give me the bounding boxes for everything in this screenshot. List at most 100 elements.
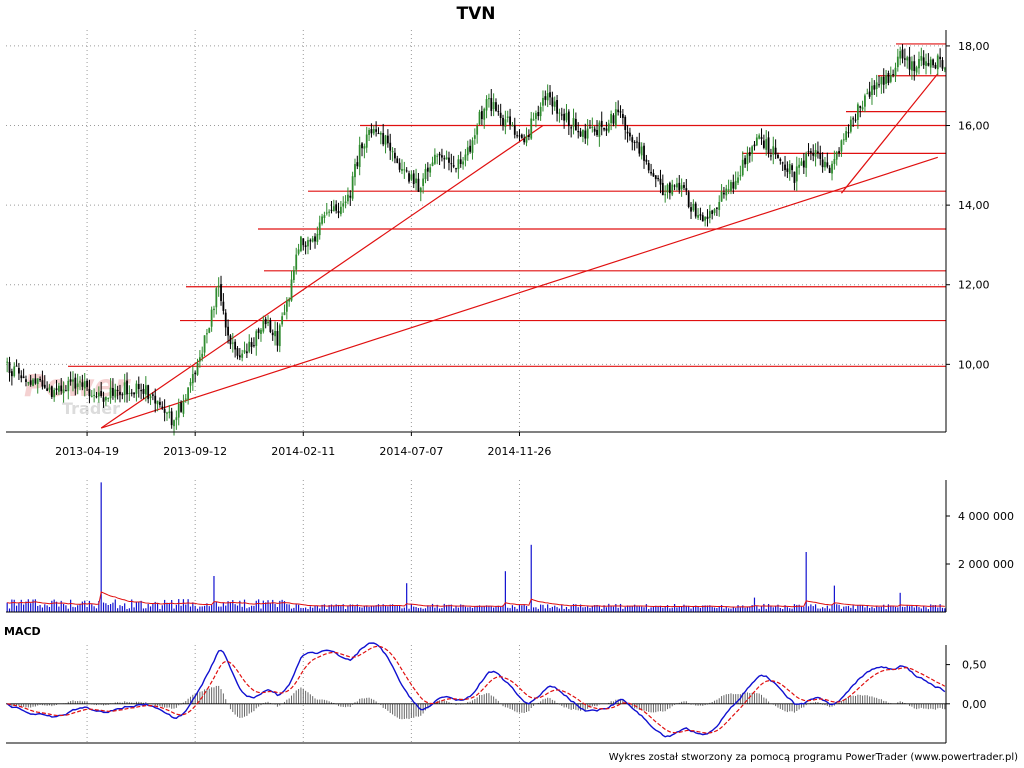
candle-body [396, 158, 399, 163]
candle-body [426, 167, 429, 172]
candle-body [556, 99, 558, 114]
candle-body [666, 184, 669, 193]
candle-body [861, 107, 864, 110]
candle-body [795, 166, 798, 182]
candle-body [55, 388, 58, 391]
candle-body [72, 379, 74, 382]
candle-body [112, 387, 114, 396]
candle-body [102, 397, 105, 402]
candle-body [234, 341, 237, 350]
candle-body [809, 151, 812, 153]
candle-body [161, 406, 164, 409]
candle-body [582, 129, 584, 137]
candle-body [65, 390, 67, 392]
candle-body [342, 203, 345, 207]
candle-body [911, 61, 913, 71]
candle-body [220, 284, 222, 301]
candle-body [46, 388, 49, 391]
candle-body [206, 333, 208, 335]
candle-body [483, 108, 486, 120]
candle-body [913, 61, 916, 71]
candle-body [196, 363, 199, 375]
candle-body [864, 95, 866, 107]
candle-body [20, 375, 23, 379]
candle-body [307, 240, 309, 247]
candle-body [452, 165, 455, 167]
candle-body [95, 396, 98, 398]
candle-body [464, 154, 467, 161]
candle-body [885, 75, 887, 84]
candle-body [922, 57, 925, 66]
candle-body [462, 161, 464, 165]
candle-body [151, 394, 154, 396]
candle-body [191, 374, 194, 384]
candle-body [936, 55, 939, 70]
candle-body [90, 395, 93, 397]
candle-body [880, 77, 883, 85]
candle-body [542, 97, 544, 106]
candle-body [372, 129, 375, 134]
candle-body [699, 214, 702, 216]
candle-body [781, 162, 784, 164]
candle-body [194, 372, 197, 375]
candle-body [499, 112, 502, 119]
candle-body [304, 245, 307, 247]
candle-body [389, 142, 392, 151]
candle-body [532, 119, 535, 121]
candle-body [18, 367, 20, 374]
candle-body [617, 109, 620, 113]
candle-body [856, 104, 859, 120]
candle-body [285, 300, 288, 312]
candle-body [824, 161, 826, 168]
candle-body [300, 236, 302, 251]
candle-body [231, 342, 234, 344]
candle-body [114, 389, 117, 398]
candle-body [410, 174, 413, 180]
candle-body [210, 309, 213, 327]
candle-body [213, 308, 215, 311]
candle-body [852, 118, 855, 120]
candle-body [847, 132, 850, 134]
candle-body [692, 203, 695, 211]
candle-body [737, 177, 739, 183]
candle-body [8, 362, 11, 373]
candle-body [502, 117, 504, 126]
candle-body [267, 321, 269, 324]
candle-body [187, 387, 190, 400]
candle-body [123, 382, 126, 395]
candle-body [177, 403, 180, 418]
candle-body [86, 380, 88, 388]
candle-body [600, 120, 603, 127]
candle-body [222, 301, 225, 311]
candle-body [520, 134, 523, 139]
candle-body [624, 116, 627, 130]
candle-body [676, 183, 678, 188]
candle-body [469, 145, 472, 152]
x-tick-label: 2013-04-19 [55, 445, 119, 458]
candle-body [755, 137, 758, 146]
candle-body [356, 162, 359, 167]
candle-body [495, 102, 497, 111]
candle-body [629, 132, 631, 137]
candle-body [725, 188, 728, 196]
candle-body [260, 329, 262, 334]
candle-body [100, 391, 103, 396]
candle-body [748, 152, 751, 156]
candle-body [570, 127, 573, 129]
candle-body [271, 332, 274, 336]
candle-body [215, 288, 218, 308]
candle-body [633, 142, 636, 144]
candle-body [925, 61, 927, 66]
candle-body [485, 99, 488, 111]
candle-body [281, 316, 284, 325]
candle-body [610, 113, 613, 124]
x-tick-label: 2013-09-12 [163, 445, 227, 458]
candle-body [321, 216, 323, 224]
candle-body [422, 178, 425, 186]
candle-body [79, 381, 81, 383]
candle-body [762, 140, 765, 148]
candle-body [833, 158, 836, 164]
candle-body [518, 135, 521, 137]
candle-body [889, 75, 892, 82]
svg-text:Trader: Trader [62, 399, 120, 418]
